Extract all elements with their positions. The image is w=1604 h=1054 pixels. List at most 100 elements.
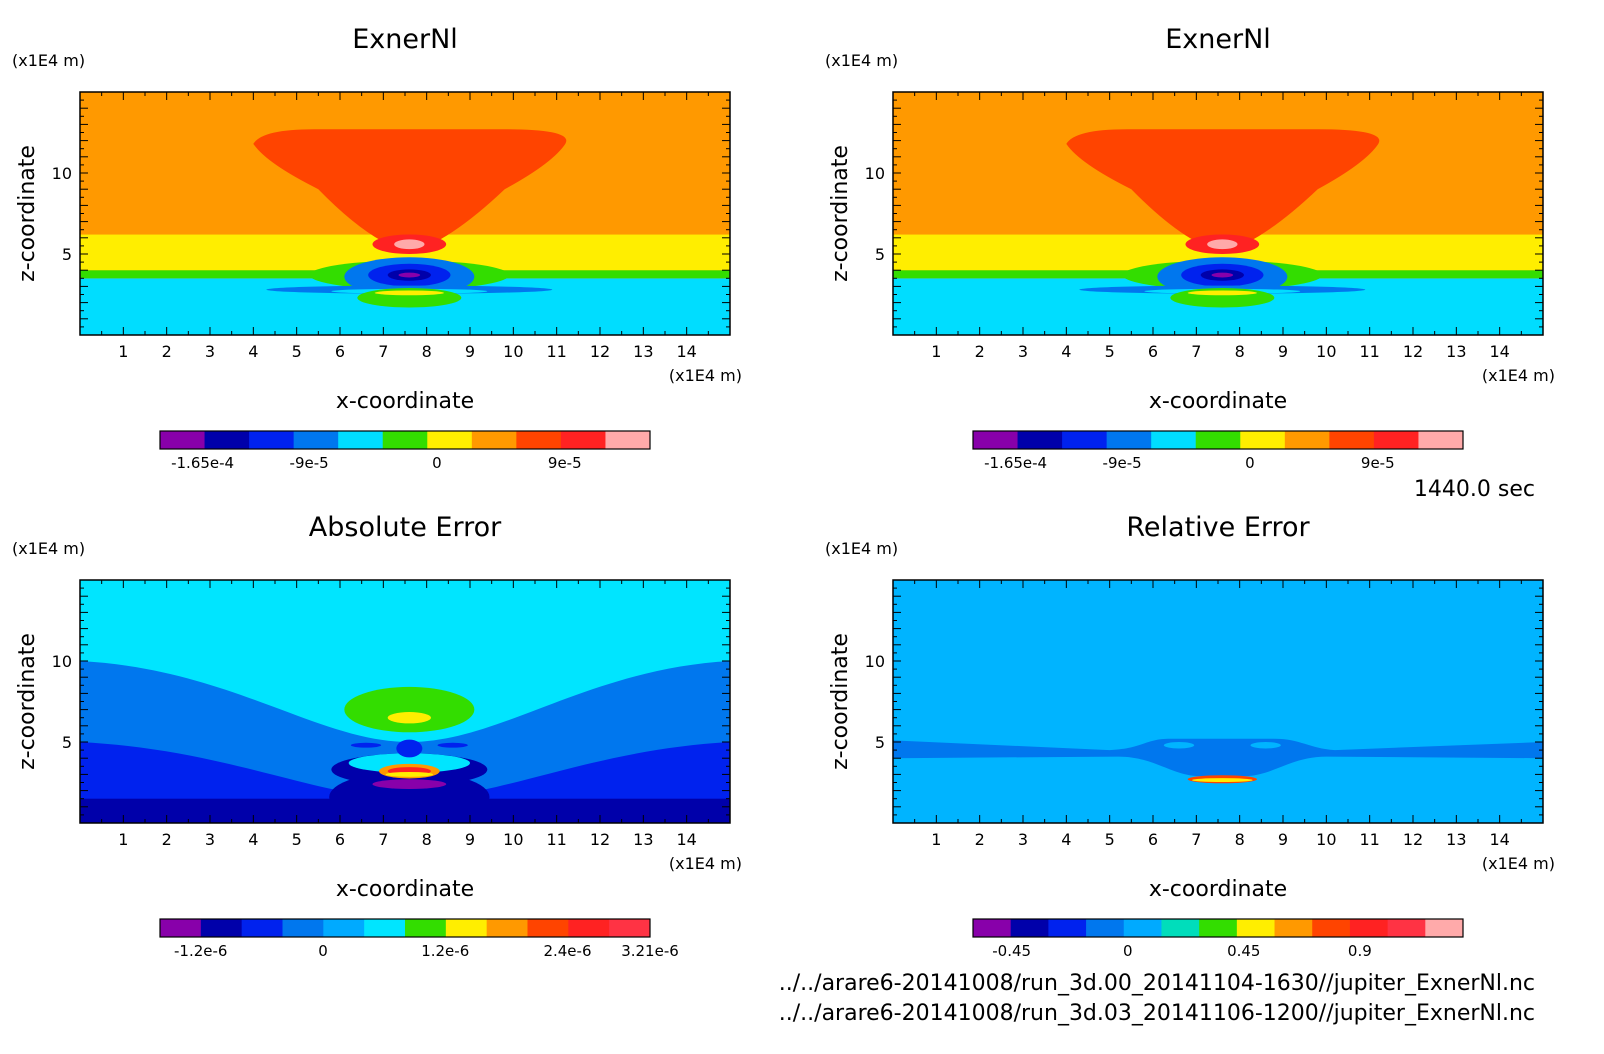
x-tick-label: 13	[633, 830, 653, 849]
colorbar-tick-label: -1.2e-6	[174, 942, 227, 960]
file-path-1: ../../arare6-20141008/run_3d.00_20141104…	[779, 971, 1535, 996]
x-tick-label: 4	[1061, 830, 1071, 849]
colorbar-swatch	[249, 431, 295, 449]
x-tick-label: 10	[503, 830, 523, 849]
contour-region	[1211, 272, 1234, 278]
colorbar-swatch	[323, 919, 365, 937]
colorbar-swatch	[471, 431, 517, 449]
x-tick-label: 8	[422, 830, 432, 849]
file-path-2: ../../arare6-20141008/run_3d.03_20141106…	[779, 1001, 1535, 1026]
colorbar-swatch	[1387, 919, 1426, 937]
x-tick-label: 7	[1191, 830, 1201, 849]
panel-title: Relative Error	[1126, 512, 1310, 543]
y-tick-label: 5	[875, 733, 885, 752]
contour-region	[374, 290, 445, 296]
contour-region	[348, 753, 471, 773]
x-tick-label: 7	[378, 830, 388, 849]
x-tick-label: 6	[1148, 342, 1158, 361]
contour-region	[387, 712, 432, 724]
x-tick-label: 8	[1235, 830, 1245, 849]
x-tick-label: 11	[1359, 342, 1379, 361]
contour-region	[329, 771, 490, 823]
x-tick-label: 14	[676, 342, 696, 361]
y-axis-label: z-coordinate	[15, 145, 40, 282]
y-tick-label: 10	[52, 652, 72, 671]
x-tick-label: 6	[1148, 830, 1158, 849]
x-tick-label: 5	[1105, 830, 1115, 849]
x-axis-label: x-coordinate	[1149, 877, 1287, 902]
contour-region	[1066, 129, 1380, 253]
contour-region	[437, 742, 468, 748]
x-tick-label: 14	[1489, 830, 1509, 849]
x-tick-label: 2	[162, 342, 172, 361]
colorbar-swatch	[1123, 919, 1162, 937]
panel-2: ExnerNl (x1E4 m) (x1E4 m) x-coordinate z-coo…	[825, 24, 1555, 472]
colorbar-swatch	[973, 919, 1012, 937]
x-tick-label: 3	[205, 342, 215, 361]
colorbar-swatch	[1236, 919, 1276, 937]
colorbar-frame	[159, 430, 651, 450]
x-axis-label: x-coordinate	[336, 389, 474, 414]
x-tick-label: 11	[546, 830, 566, 849]
x-unit-label: (x1E4 m)	[1482, 366, 1555, 385]
x-tick-label: 1	[118, 830, 128, 849]
colorbar-tick-label: 0	[1123, 942, 1133, 960]
colorbar-swatch	[1199, 919, 1238, 937]
colorbar-tick-label: 2.4e-6	[543, 942, 591, 960]
colorbar-swatch	[1048, 919, 1087, 937]
plot-area	[893, 92, 1543, 335]
x-tick-label: 12	[1403, 830, 1423, 849]
colorbar-swatch	[382, 431, 428, 449]
colorbar-swatch	[405, 919, 447, 937]
y-axis-label: z-coordinate	[828, 633, 853, 770]
panel-1: ExnerNl (x1E4 m) (x1E4 m) x-coordinate z-coo…	[12, 24, 742, 472]
x-tick-label: 3	[1018, 342, 1028, 361]
x-tick-label: 10	[503, 342, 523, 361]
colorbar-swatch	[1062, 431, 1108, 449]
panel-4: Relative Error (x1E4 m) (x1E4 m) x-coordina…	[825, 512, 1555, 960]
colorbar-tick-label: 0	[432, 454, 442, 472]
x-tick-label: 6	[335, 830, 345, 849]
colorbar-swatch	[1284, 431, 1330, 449]
colorbar-swatch	[560, 431, 606, 449]
colorbar-swatch	[1240, 431, 1286, 449]
colorbar-swatch	[1349, 919, 1389, 937]
contour-region	[394, 239, 425, 250]
colorbar-swatch	[527, 919, 569, 937]
colorbar-tick-label: -9e-5	[1103, 454, 1142, 472]
colorbar-tick-label: 9e-5	[548, 454, 582, 472]
colorbar-swatch	[516, 431, 562, 449]
colorbar-frame	[159, 918, 651, 938]
colorbar-swatch	[1329, 431, 1375, 449]
colorbar-swatch	[338, 431, 384, 449]
colorbar-swatch	[1425, 919, 1464, 937]
x-tick-label: 1	[931, 830, 941, 849]
colorbar-swatch	[200, 919, 243, 937]
x-tick-label: 5	[292, 342, 302, 361]
x-tick-label: 10	[1316, 830, 1336, 849]
contour-region	[1163, 742, 1195, 749]
contour-region	[372, 779, 447, 789]
colorbar-swatch	[1010, 919, 1049, 937]
x-tick-label: 3	[205, 830, 215, 849]
colorbar-tick-label: -9e-5	[290, 454, 329, 472]
x-tick-label: 3	[1018, 830, 1028, 849]
panel-3: Absolute Error (x1E4 m) (x1E4 m) x-coordina…	[12, 512, 742, 960]
plot-area	[80, 580, 730, 823]
x-tick-label: 13	[1446, 830, 1466, 849]
y-tick-label: 5	[875, 245, 885, 264]
x-tick-label: 2	[975, 342, 985, 361]
x-tick-label: 9	[465, 830, 475, 849]
colorbar-tick-label: 0.9	[1348, 942, 1372, 960]
x-tick-label: 7	[378, 342, 388, 361]
colorbar-swatch	[1312, 919, 1351, 937]
x-tick-label: 7	[1191, 342, 1201, 361]
colorbar-swatch	[427, 431, 473, 449]
contour-region	[398, 272, 421, 278]
y-tick-label: 10	[865, 652, 885, 671]
contour-region	[1192, 778, 1253, 783]
colorbar-tick-label: 9e-5	[1361, 454, 1395, 472]
x-tick-label: 1	[118, 342, 128, 361]
colorbar-swatch	[1161, 919, 1200, 937]
